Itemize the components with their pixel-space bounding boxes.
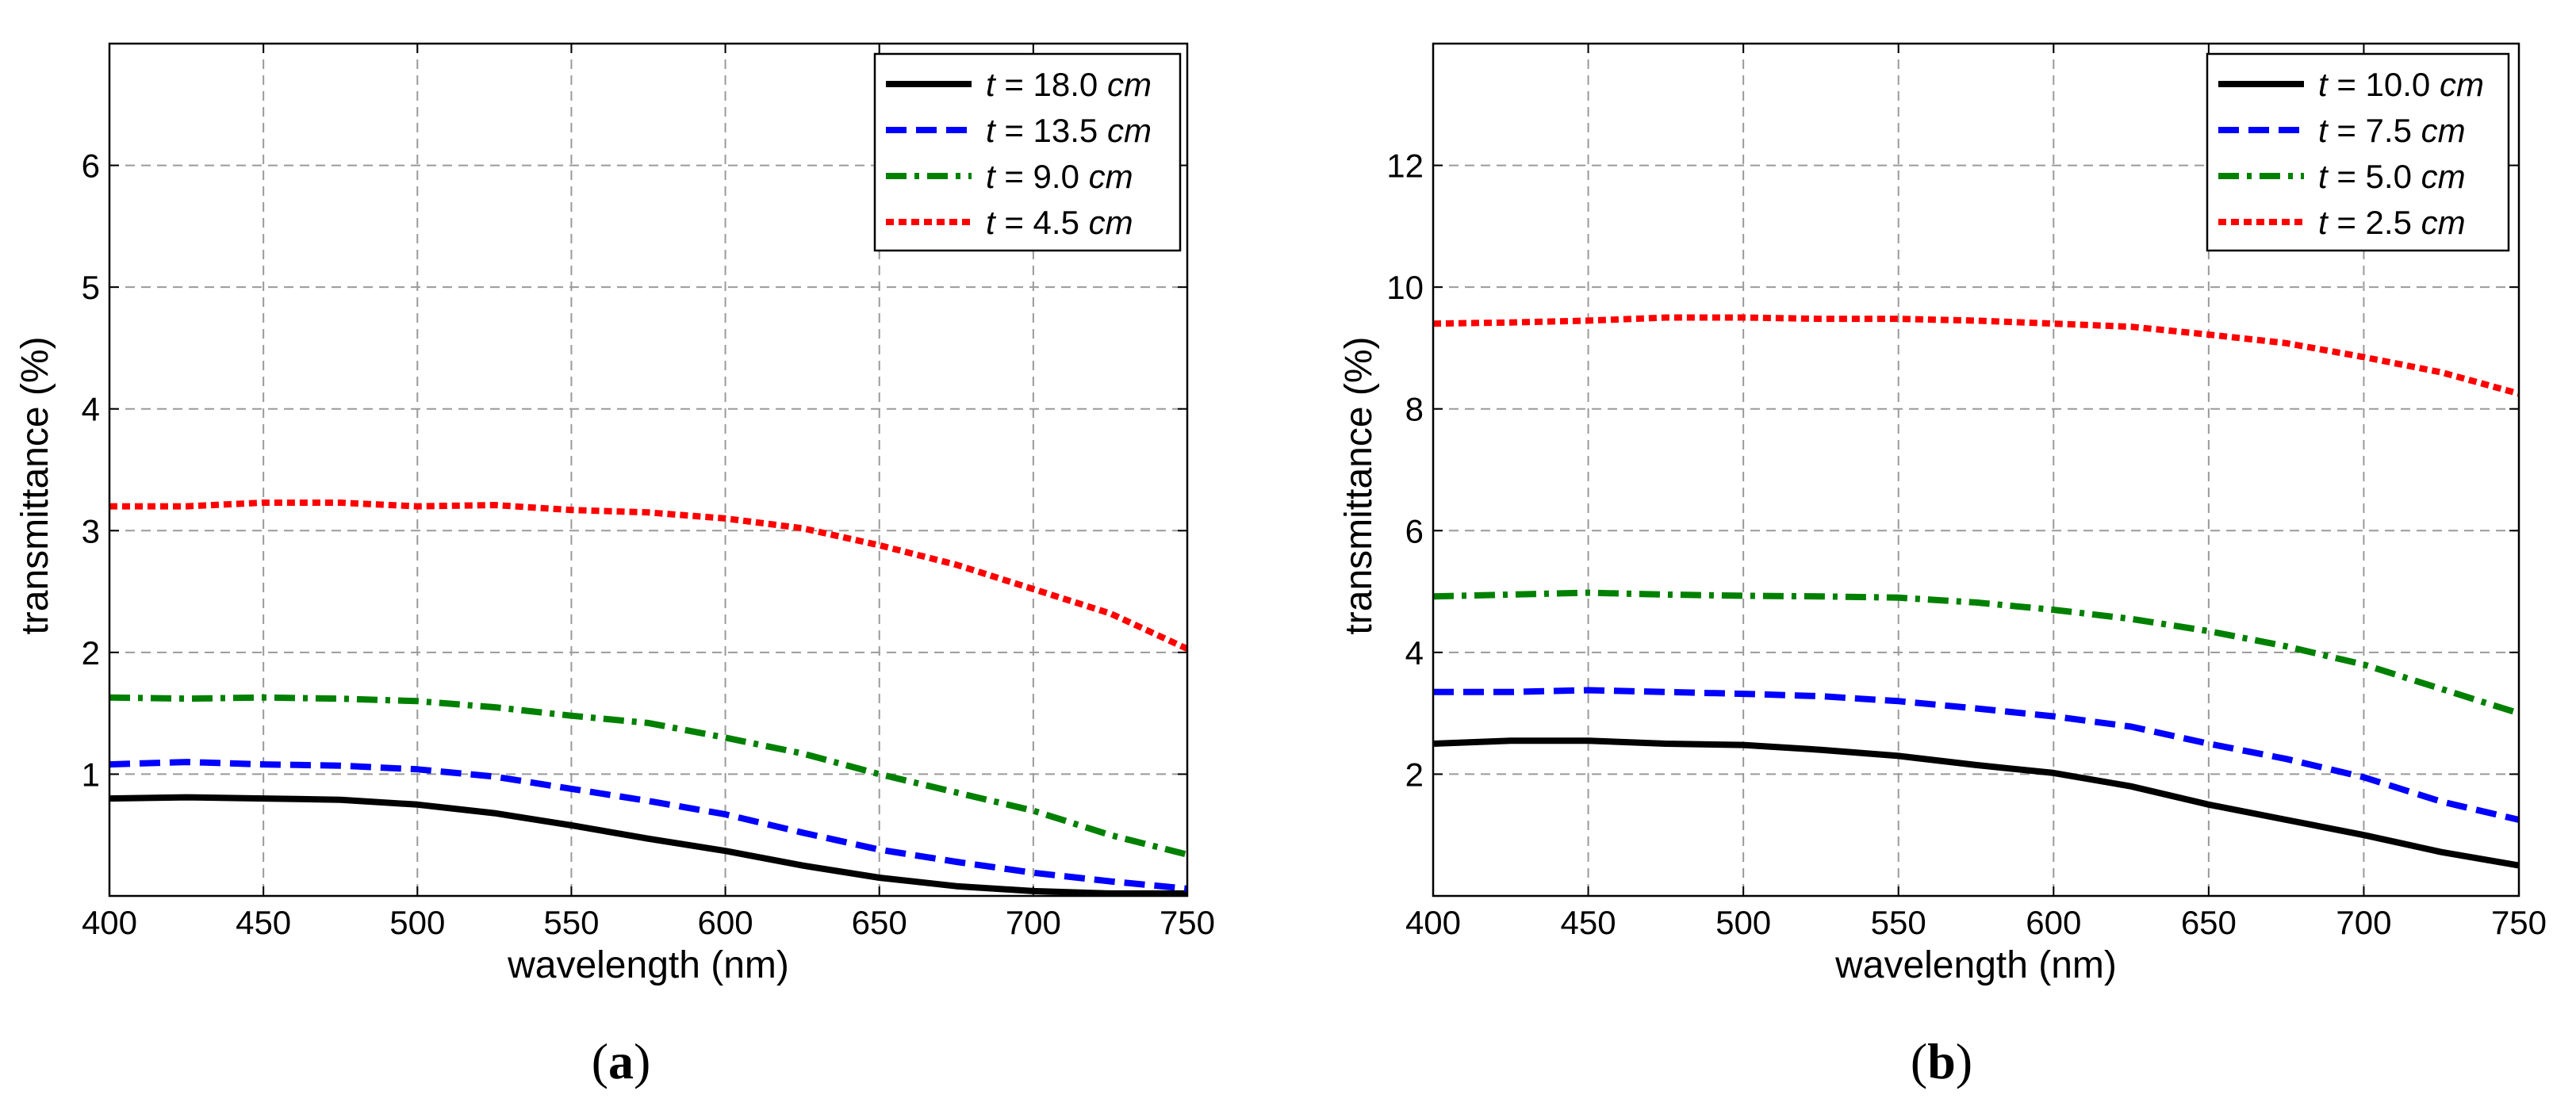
legend: t = 10.0 cmt = 7.5 cmt = 5.0 cmt = 2.5 c… [2206,52,2510,252]
y-tick-label: 5 [82,269,100,306]
legend-var: t [986,66,997,103]
chart-panel-a: 400 450 500 550 600 650 700 750 1 2 3 4 5 6 wavelength… [14,42,1215,1089]
legend-label-0: t = 10.0 cm [2318,66,2484,103]
panel-label-close: ) [1956,1033,1972,1089]
legend-value: = 10.0 [2328,66,2440,103]
series-line-2 [109,694,1187,858]
legend-unit: cm [2421,204,2466,241]
x-tick-label: 600 [698,904,753,941]
x-tick-label: 650 [852,904,907,941]
legend-var: t [986,204,997,241]
x-tick-label: 550 [1871,904,1926,941]
x-tick-label: 450 [236,904,291,941]
legend-label-0: t = 18.0 cm [986,66,1152,103]
panel-label-open: ( [1911,1033,1927,1089]
x-tick-label: 700 [1006,904,1061,941]
legend-var: t [986,158,997,195]
legend-value: = 9.0 [995,158,1089,195]
y-axis-title: transmittance (%) [14,336,56,634]
legend-var: t [2318,204,2329,241]
x-axis-title: wavelength (nm) [1834,944,2117,986]
x-tick-label: 750 [1160,904,1215,941]
legend-value: = 2.5 [2328,204,2421,241]
series-line-0 [109,794,1187,896]
legend: t = 18.0 cmt = 13.5 cmt = 9.0 cmt = 4.5 … [873,52,1182,252]
legend-label-3: t = 4.5 cm [986,204,1133,241]
y-tick-label: 10 [1386,269,1424,306]
y-tick-label: 4 [82,391,100,428]
legend-label-3: t = 2.5 cm [2318,204,2466,241]
legend-value: = 7.5 [2328,112,2421,149]
legend-var: t [2318,112,2329,149]
plot-frame [1432,42,2520,898]
legend-var: t [2318,158,2329,195]
y-axis-title: transmittance (%) [1338,336,1380,634]
x-tick-label: 750 [2491,904,2547,941]
legend-label-2: t = 5.0 cm [2318,158,2466,195]
panel-label-letter: b [1927,1033,1956,1089]
y-tick-label: 12 [1386,147,1424,185]
y-tick-label: 2 [1405,756,1424,793]
x-tick-label: 550 [543,904,599,941]
series-line-1 [1433,687,2519,823]
x-tick-label: 650 [2181,904,2237,941]
legend-unit: cm [1107,112,1152,149]
legend-unit: cm [1089,204,1133,241]
legend-label-1: t = 7.5 cm [2318,112,2466,149]
legend-label-2: t = 9.0 cm [986,158,1133,195]
series-line-2 [1433,589,2519,717]
panel-label-open: ( [592,1033,608,1089]
legend-value: = 5.0 [2328,158,2421,195]
panel-label-close: ) [634,1033,650,1089]
y-tick-label: 1 [82,756,100,793]
legend-unit: cm [2440,66,2484,103]
y-tick-label: 2 [82,634,100,672]
legend-unit: cm [1089,158,1133,195]
y-tick-label: 3 [82,512,100,549]
x-tick-label: 700 [2336,904,2391,941]
legend-label-1: t = 13.5 cm [986,112,1152,149]
x-axis-title: wavelength (nm) [507,944,789,986]
legend-unit: cm [2421,158,2466,195]
legend-value: = 13.5 [995,112,1107,149]
series-line-3 [109,500,1187,652]
x-tick-label: 500 [1715,904,1771,941]
legend-unit: cm [2421,112,2466,149]
legend-var: t [2318,66,2329,103]
y-tick-label: 6 [82,147,100,185]
chart-panel-b: 400 450 500 550 600 650 700 750 2 4 6 8 10 12 waveleng… [1338,42,2547,1089]
series-line-0 [1433,737,2519,869]
legend-unit: cm [1107,66,1152,103]
legend-var: t [986,112,997,149]
series-line-1 [109,759,1187,892]
panel-label: (b) [1911,1033,1972,1089]
legend-value: = 18.0 [995,66,1107,103]
x-tick-label: 400 [82,904,137,941]
x-tick-label: 500 [389,904,445,941]
panel-label-letter: a [608,1033,634,1089]
legend-value: = 4.5 [995,204,1089,241]
y-tick-label: 6 [1405,512,1424,549]
y-tick-label: 8 [1405,391,1424,428]
series-line-3 [1433,314,2519,397]
plot-frame [108,42,1189,898]
panel-label: (a) [592,1033,651,1089]
y-tick-label: 4 [1405,634,1424,672]
x-tick-label: 400 [1405,904,1461,941]
x-tick-label: 600 [2026,904,2081,941]
x-tick-label: 450 [1561,904,1616,941]
